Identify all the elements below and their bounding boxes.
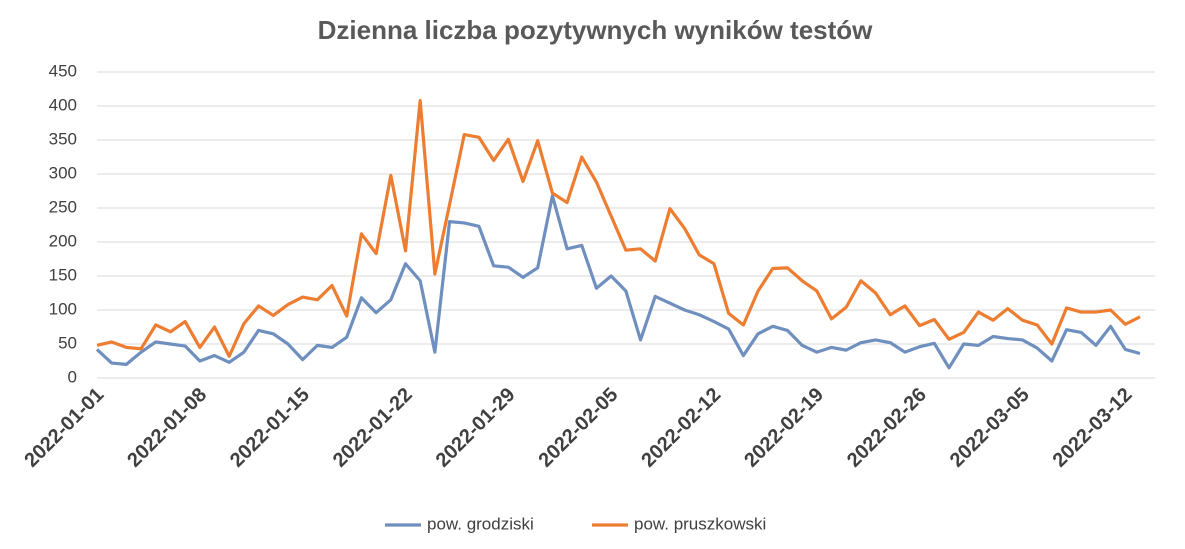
x-tick-label: 2022-01-01 bbox=[20, 384, 108, 472]
y-tick-label: 400 bbox=[49, 95, 77, 114]
x-tick-label: 2022-01-15 bbox=[226, 384, 314, 472]
y-tick-label: 450 bbox=[49, 61, 77, 80]
y-tick-label: 150 bbox=[49, 265, 77, 284]
x-tick-label: 2022-02-19 bbox=[740, 384, 828, 472]
y-tick-label: 0 bbox=[68, 367, 77, 386]
x-tick-label: 2022-02-12 bbox=[637, 384, 725, 472]
x-tick-label: 2022-01-22 bbox=[329, 384, 417, 472]
y-tick-label: 350 bbox=[49, 129, 77, 148]
y-tick-label: 300 bbox=[49, 163, 77, 182]
y-tick-label: 50 bbox=[58, 333, 77, 352]
legend-label: pow. pruszkowski bbox=[634, 514, 766, 533]
chart-title: Dzienna liczba pozytywnych wyników testó… bbox=[318, 15, 874, 45]
x-tick-label: 2022-01-08 bbox=[123, 384, 211, 472]
y-tick-label: 200 bbox=[49, 231, 77, 250]
y-tick-label: 100 bbox=[49, 299, 77, 318]
x-tick-label: 2022-01-29 bbox=[432, 384, 520, 472]
x-tick-label: 2022-03-05 bbox=[946, 384, 1034, 472]
x-tick-label: 2022-02-05 bbox=[535, 384, 623, 472]
x-tick-label: 2022-03-12 bbox=[1049, 384, 1137, 472]
series-line bbox=[96, 98, 1141, 358]
x-tick-label: 2022-02-26 bbox=[843, 384, 931, 472]
y-tick-label: 250 bbox=[49, 197, 77, 216]
legend-label: pow. grodziski bbox=[427, 514, 534, 533]
series-line bbox=[95, 194, 1141, 370]
